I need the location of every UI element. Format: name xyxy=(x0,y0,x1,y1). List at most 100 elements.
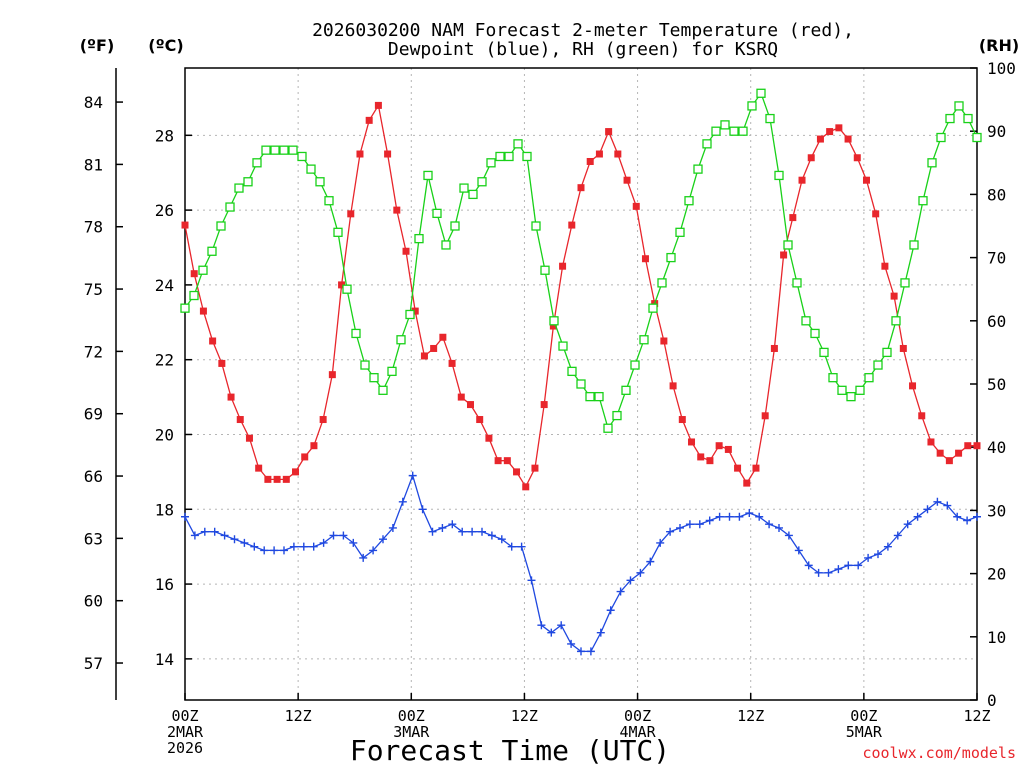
dewpoint-point xyxy=(626,576,635,585)
dewpoint-point xyxy=(775,523,783,532)
rh-point xyxy=(954,101,964,111)
temperature-point xyxy=(826,128,834,136)
fahrenheit-tick-label: 72 xyxy=(84,342,103,361)
dewpoint-point xyxy=(458,527,467,536)
temperature-point xyxy=(338,281,346,289)
rh-point xyxy=(801,316,811,326)
temperature-point xyxy=(540,401,548,409)
rh-tick-label: 40 xyxy=(987,438,1006,457)
rh-point xyxy=(396,335,406,345)
temperature-point xyxy=(273,475,281,483)
series-dewpoint xyxy=(181,471,981,656)
rh-point xyxy=(324,196,334,206)
dewpoint-point xyxy=(646,557,655,566)
rh-point xyxy=(207,246,217,256)
temperature-point xyxy=(798,176,806,184)
rh-tick-label: 80 xyxy=(987,185,1006,204)
rh-point xyxy=(486,158,496,168)
fahrenheit-tick-label: 81 xyxy=(84,155,103,174)
rh-tick-label: 0 xyxy=(987,691,997,710)
rh-point xyxy=(792,278,802,288)
dewpoint-point xyxy=(913,512,922,521)
temperature-point xyxy=(457,393,465,401)
dewpoint-point xyxy=(834,565,843,574)
x-tick-label: 00Z xyxy=(850,707,877,725)
rh-point xyxy=(234,183,244,193)
dewpoint-point xyxy=(973,512,981,521)
temperature-point xyxy=(513,468,521,476)
chart-title-line1: 2026030200 NAM Forecast 2-meter Temperat… xyxy=(312,20,854,41)
rh-point xyxy=(459,183,469,193)
temperature-point xyxy=(595,150,603,158)
rh-point xyxy=(414,233,424,244)
rh-point xyxy=(225,202,235,212)
x-tick-label: 12Z xyxy=(511,707,538,725)
temperature-point xyxy=(503,457,511,465)
temperature-point xyxy=(964,442,972,450)
rh-point xyxy=(783,240,793,250)
dewpoint-point xyxy=(666,527,675,536)
fahrenheit-tick-label: 75 xyxy=(84,280,103,299)
rh-tick-label: 100 xyxy=(987,59,1016,78)
rh-point xyxy=(405,309,415,320)
dewpoint-point xyxy=(864,553,873,562)
dewpoint-point xyxy=(567,639,576,648)
temperature-point xyxy=(365,116,373,124)
temperature-point xyxy=(614,150,622,158)
temperature-point xyxy=(218,359,226,367)
x-tick-label: 12Z xyxy=(963,707,990,725)
rh-point xyxy=(198,265,208,275)
temperature-point xyxy=(835,124,843,132)
dewpoint-point xyxy=(636,568,645,577)
dewpoint-point xyxy=(943,501,952,510)
dewpoint-point xyxy=(359,553,368,562)
dewpoint-point xyxy=(379,535,387,544)
fahrenheit-tick-label: 69 xyxy=(84,405,103,424)
dewpoint-point xyxy=(517,542,526,551)
temperature-point xyxy=(862,176,870,184)
x-tick-label: 00Z xyxy=(171,707,198,725)
dewpoint-point xyxy=(616,587,625,596)
celsius-tick-label: 14 xyxy=(155,650,174,669)
rh-point xyxy=(612,410,622,421)
temperature-point xyxy=(522,483,530,491)
temperature-point xyxy=(816,135,824,143)
rh-point xyxy=(306,164,316,174)
temperature-point xyxy=(190,270,198,278)
rh-point xyxy=(495,151,505,162)
rh-tick-label: 60 xyxy=(987,312,1006,331)
x-tick-label: 3MAR xyxy=(393,723,430,741)
rh-point xyxy=(810,328,820,339)
temperature-point xyxy=(384,150,392,158)
temperature-point xyxy=(255,464,263,472)
temperature-point xyxy=(577,184,585,192)
dewpoint-point xyxy=(250,542,259,551)
temperature-point xyxy=(632,202,640,210)
temperature-point xyxy=(209,337,217,345)
series-temperature xyxy=(181,101,981,491)
temperature-point xyxy=(448,359,456,367)
rh-point xyxy=(243,177,253,187)
temperature-point xyxy=(181,221,189,229)
rh-point xyxy=(693,164,703,174)
temperature-point xyxy=(264,475,272,483)
rh-point xyxy=(666,252,676,263)
rh-point xyxy=(387,366,397,377)
rh-point xyxy=(180,303,190,313)
rh-point xyxy=(369,373,379,383)
temperature-point xyxy=(494,457,502,465)
rh-point xyxy=(936,132,946,143)
dewpoint-point xyxy=(953,512,962,521)
dewpoint-point xyxy=(755,512,764,521)
temperature-point xyxy=(623,176,631,184)
dewpoint-point xyxy=(289,542,298,551)
rh-point xyxy=(504,151,514,162)
temperature-point xyxy=(466,401,474,409)
x-tick-label: 12Z xyxy=(285,707,312,725)
rh-point xyxy=(576,379,586,389)
x-tick-label: 00Z xyxy=(398,707,425,725)
rh-point xyxy=(855,385,865,395)
dewpoint-point xyxy=(794,546,803,555)
rh-point xyxy=(648,303,658,313)
dewpoint-point xyxy=(814,568,823,577)
